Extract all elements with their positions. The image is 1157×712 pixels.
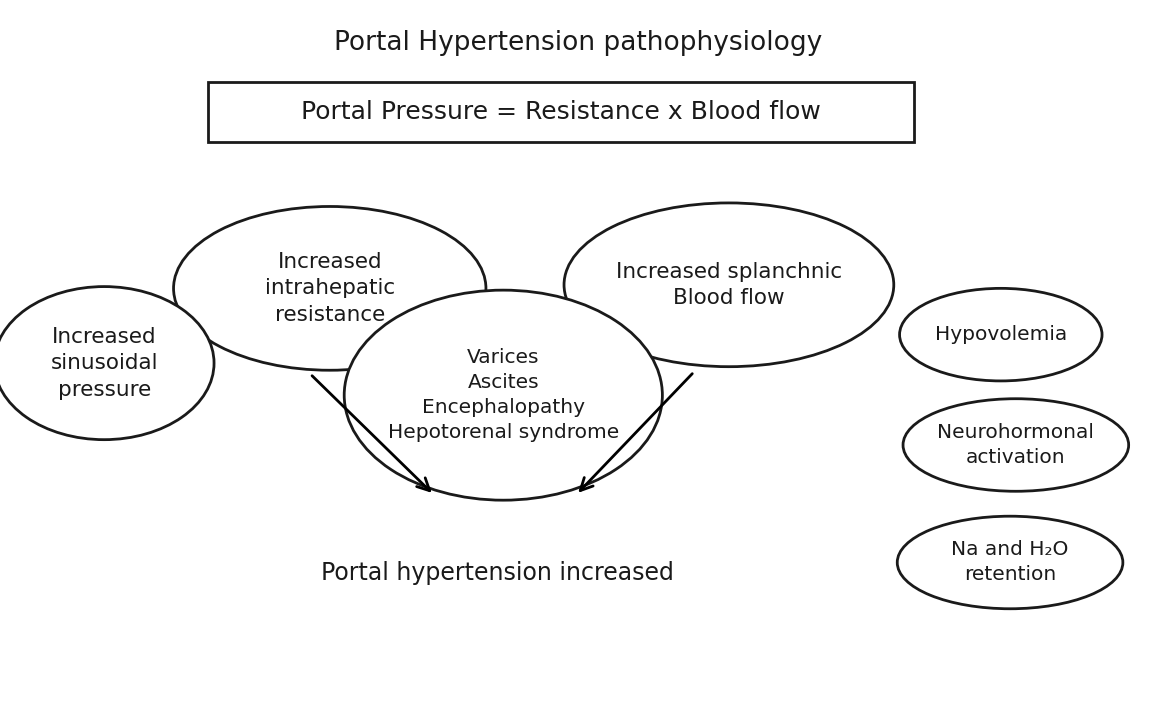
- Text: Increased splanchnic
Blood flow: Increased splanchnic Blood flow: [616, 261, 842, 308]
- Ellipse shape: [0, 286, 214, 439]
- Text: Neurohormonal
activation: Neurohormonal activation: [937, 423, 1095, 467]
- Ellipse shape: [898, 516, 1122, 609]
- Ellipse shape: [900, 288, 1101, 381]
- Text: Na and H₂O
retention: Na and H₂O retention: [951, 540, 1069, 585]
- Text: Portal Pressure = Resistance x Blood flow: Portal Pressure = Resistance x Blood flo…: [301, 100, 821, 124]
- Text: Increased
intrahepatic
resistance: Increased intrahepatic resistance: [265, 252, 395, 325]
- FancyBboxPatch shape: [208, 82, 914, 142]
- Text: Portal hypertension increased: Portal hypertension increased: [322, 561, 673, 585]
- Ellipse shape: [174, 206, 486, 370]
- Ellipse shape: [902, 399, 1128, 491]
- Text: Portal Hypertension pathophysiology: Portal Hypertension pathophysiology: [334, 30, 823, 56]
- Text: Hypovolemia: Hypovolemia: [935, 325, 1067, 344]
- Ellipse shape: [563, 203, 893, 367]
- Text: Increased
sinusoidal
pressure: Increased sinusoidal pressure: [51, 327, 157, 399]
- Text: Varices
Ascites
Encephalopathy
Hepotorenal syndrome: Varices Ascites Encephalopathy Hepotoren…: [388, 348, 619, 442]
- Ellipse shape: [345, 290, 663, 500]
